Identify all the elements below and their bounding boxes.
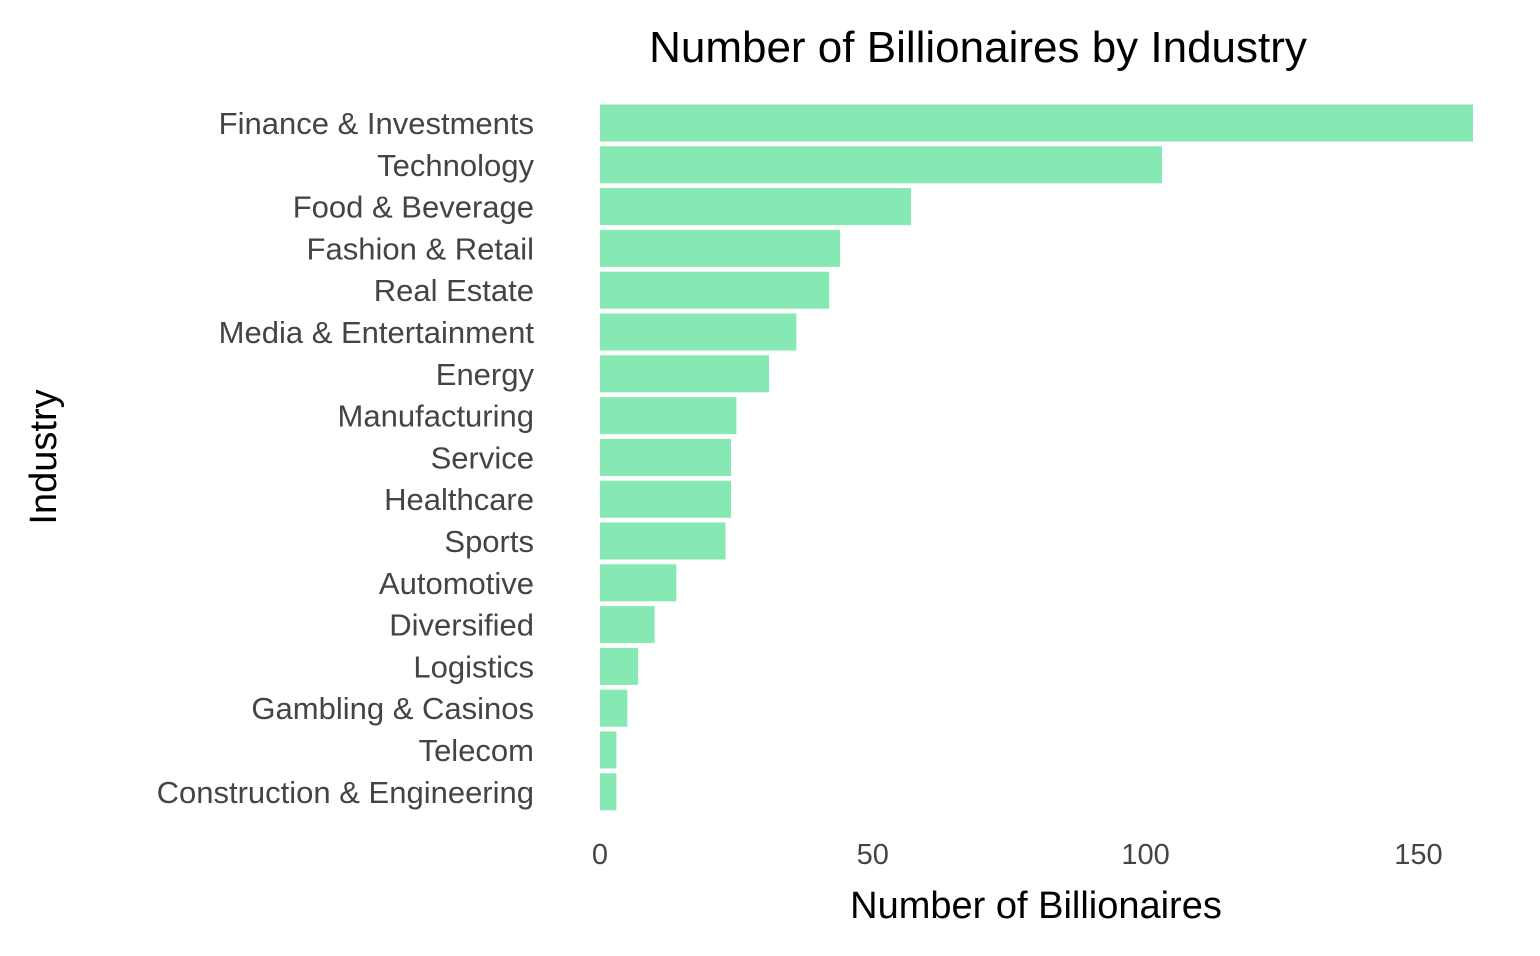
- bar: [600, 355, 770, 393]
- x-tick-labels: 0 50 100 150: [592, 839, 1443, 871]
- category-label: Construction & Engineering: [157, 775, 534, 810]
- y-axis-title: Industry: [23, 389, 65, 524]
- bar: [600, 188, 911, 226]
- category-label: Manufacturing: [338, 399, 534, 434]
- bar: [600, 731, 617, 769]
- bar: [600, 146, 1162, 184]
- bar: [600, 313, 797, 351]
- x-tick-label: 0: [592, 839, 608, 871]
- bar: [600, 773, 617, 811]
- bar: [600, 606, 655, 644]
- bar: [600, 564, 677, 602]
- chart-title: Number of Billionaires by Industry: [649, 23, 1307, 72]
- bar: [600, 522, 726, 560]
- category-label: Food & Beverage: [293, 190, 534, 225]
- category-label: Service: [431, 440, 534, 475]
- category-label: Media & Entertainment: [219, 315, 535, 350]
- category-label: Gambling & Casinos: [251, 691, 534, 726]
- bar: [600, 229, 841, 267]
- category-labels: Finance & Investments Technology Food & Be…: [157, 106, 535, 810]
- bar: [600, 647, 639, 685]
- category-label: Sports: [444, 524, 534, 559]
- bars-group: [600, 104, 1473, 811]
- bar: [600, 271, 830, 309]
- x-tick-label: 150: [1394, 839, 1442, 871]
- category-label: Technology: [377, 148, 534, 183]
- category-label: Energy: [436, 357, 535, 392]
- bar: [600, 438, 731, 476]
- category-label: Logistics: [413, 649, 534, 684]
- x-axis-title: Number of Billionaires: [850, 885, 1222, 927]
- category-label: Healthcare: [384, 482, 534, 517]
- category-label: Diversified: [389, 608, 534, 643]
- bar: [600, 689, 628, 727]
- x-tick-label: 50: [857, 839, 889, 871]
- category-label: Fashion & Retail: [307, 231, 534, 266]
- category-label: Automotive: [379, 566, 534, 601]
- category-label: Real Estate: [374, 273, 534, 308]
- bar: [600, 104, 1473, 142]
- x-tick-label: 100: [1121, 839, 1169, 871]
- bar: [600, 480, 731, 518]
- category-label: Finance & Investments: [219, 106, 534, 141]
- bar: [600, 397, 737, 435]
- category-label: Telecom: [419, 733, 534, 768]
